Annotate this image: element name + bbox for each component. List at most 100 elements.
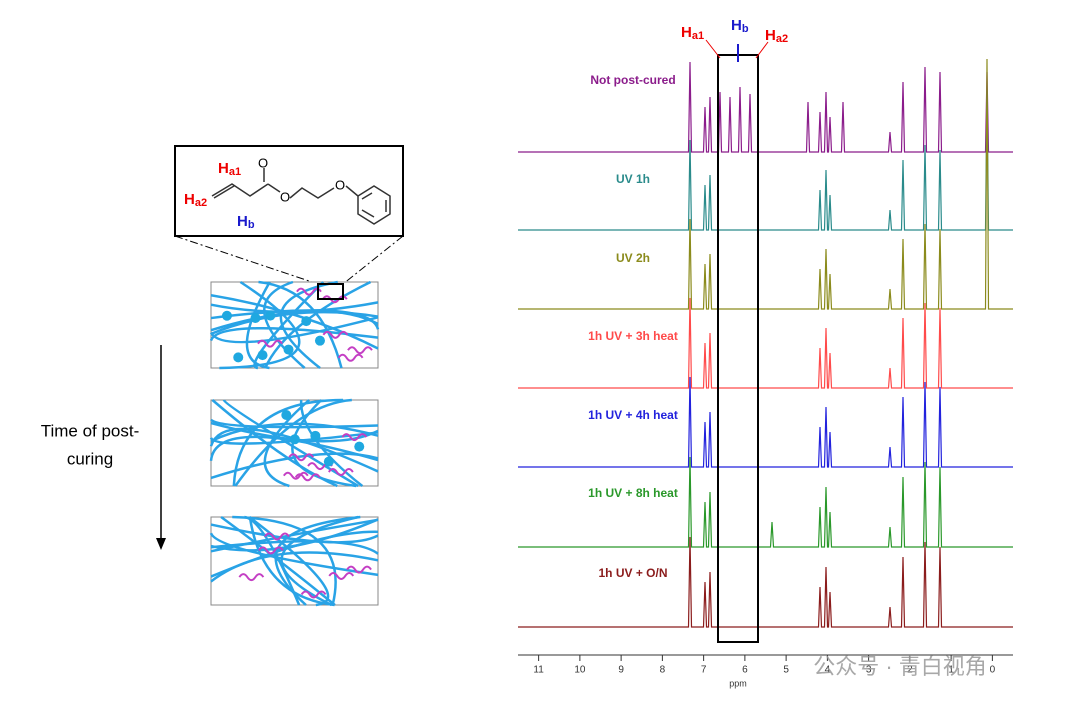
tick-label: 0 — [990, 665, 996, 676]
polymer-chain — [209, 532, 379, 577]
pointer — [705, 39, 721, 59]
zoom-line — [342, 235, 404, 285]
spectrum — [518, 536, 1013, 628]
proton-label: Ha2 — [765, 27, 788, 45]
dangling-chain — [337, 353, 364, 362]
tick-label: 9 — [618, 665, 624, 676]
spectrum — [518, 456, 1013, 548]
watermark: 公众号 · 青白视角 — [813, 654, 987, 679]
networks — [209, 280, 380, 607]
molecule-box — [174, 145, 404, 237]
monomer — [257, 350, 268, 361]
time-label: Time of post- — [41, 421, 140, 440]
dangling-chain — [238, 573, 265, 582]
monomer — [221, 310, 232, 321]
monomer — [281, 409, 292, 420]
polymer-chain — [210, 310, 379, 336]
pointer — [755, 41, 769, 59]
polymer-chain — [210, 309, 380, 330]
polymer-chain — [258, 280, 343, 369]
dangling-chain — [341, 433, 368, 442]
dangling-chain — [322, 330, 349, 339]
dangling-chain — [300, 590, 327, 599]
dangling-chain — [347, 346, 373, 355]
oxygen-label: O — [258, 155, 268, 170]
time-label: curing — [67, 449, 113, 468]
monomer — [310, 430, 321, 441]
monomer — [314, 335, 325, 346]
proton-label: Hb — [237, 213, 255, 231]
polymer-chain — [279, 280, 338, 369]
polymer-chain — [220, 515, 336, 606]
polymer-chain — [222, 399, 359, 488]
spectra: Not post-cured UV 1h UV 2h 1h UV + 3h heat 1… — [518, 58, 1013, 628]
polymer-chain — [209, 327, 379, 342]
molecule — [211, 168, 391, 225]
monomer — [250, 312, 261, 323]
dangling-chain — [264, 532, 290, 541]
spectrum — [518, 89, 1013, 231]
polymer-chain — [209, 435, 379, 462]
monomer — [289, 434, 300, 445]
dangling-chain — [257, 546, 284, 555]
dangling-chain — [328, 571, 355, 580]
polymer-chain — [210, 518, 379, 553]
polymer-chain — [253, 281, 325, 370]
polymer-chain — [209, 427, 379, 473]
spectrum — [518, 297, 1013, 389]
polymer-chain — [245, 281, 271, 370]
spectrum — [518, 376, 1013, 468]
tick-label: 1 — [948, 665, 954, 676]
trace-label: 1h UV + 3h heat — [588, 329, 678, 343]
monomer — [283, 344, 294, 355]
polymer-chain — [264, 280, 372, 369]
polymer-chain — [232, 398, 344, 487]
dangling-chain — [257, 339, 283, 348]
oxygen-label: O — [280, 189, 290, 204]
trace-label: UV 2h — [616, 251, 650, 265]
tick-label: 5 — [783, 665, 789, 676]
trace-label: 1h UV + 4h heat — [588, 408, 678, 422]
polymer-chain — [274, 515, 361, 606]
spectrum — [518, 58, 1013, 310]
monomer — [301, 316, 312, 327]
trace-label: 1h UV + O/N — [598, 566, 667, 580]
tick-label: 8 — [660, 665, 666, 676]
tick-label: 10 — [574, 665, 586, 676]
tick-label: 2 — [907, 665, 913, 676]
vinyl-region-box — [717, 54, 759, 643]
spectrum — [518, 61, 1013, 153]
polymer-chain — [211, 399, 338, 488]
dangling-chain — [282, 471, 309, 480]
polymer-chain — [210, 551, 379, 583]
monomer — [354, 441, 365, 452]
dangling-chain — [346, 565, 372, 574]
proton-label: Ha1 — [218, 160, 241, 178]
x-axis: 11 10 9 8 7 6 5 4 3 2 1 0 — [518, 654, 1013, 676]
oxygen-label: O — [335, 177, 345, 192]
polymer-chain — [210, 293, 379, 350]
zoom-box — [317, 283, 344, 300]
dangling-chain — [294, 473, 321, 482]
polymer-chain — [263, 399, 310, 488]
dangling-chain — [328, 468, 354, 477]
trace-label: 1h UV + 8h heat — [588, 486, 678, 500]
tick-label: 11 — [533, 665, 544, 676]
proton-label: Hb — [731, 17, 749, 35]
polymer-chain — [210, 523, 379, 544]
monomer — [233, 352, 244, 363]
arrow-head — [156, 538, 166, 550]
dangling-chain — [288, 453, 315, 462]
tick-label: 3 — [866, 665, 872, 676]
zoom-line — [174, 235, 319, 285]
monomer — [323, 456, 334, 467]
polymer-chain — [210, 422, 379, 443]
trace-label: Not post-cured — [590, 73, 675, 87]
tick-label: 4 — [825, 665, 831, 676]
proton-label: Ha1 — [681, 24, 704, 42]
trace-label: UV 1h — [616, 172, 650, 186]
polymer-chain — [210, 301, 379, 313]
monomer — [265, 310, 276, 321]
dangling-chain — [296, 287, 322, 296]
